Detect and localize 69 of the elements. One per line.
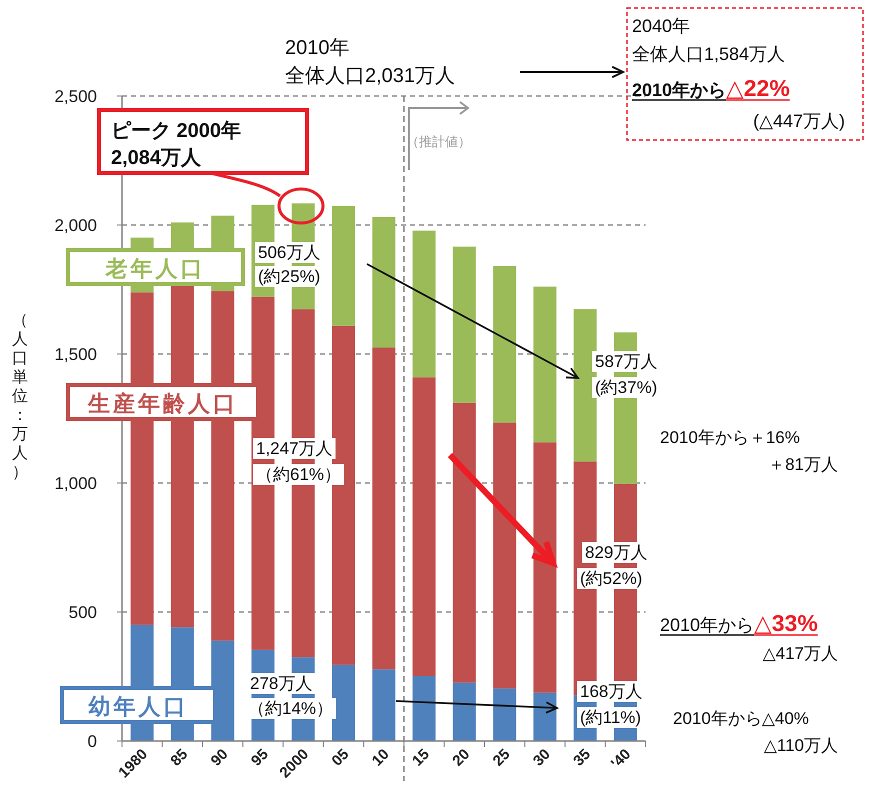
- bar: [211, 640, 234, 741]
- y-tick-label: 2,000: [54, 216, 97, 235]
- annotation: (約37%): [595, 378, 658, 397]
- bar: [412, 230, 436, 378]
- text: 2010年から△40%: [673, 709, 809, 728]
- bar: [452, 246, 476, 403]
- ref-line-label: （推計値）: [406, 134, 471, 149]
- text: (△447万人): [753, 111, 845, 131]
- annotation: 506万人: [258, 243, 320, 262]
- x-tick-label: 30: [530, 746, 554, 770]
- bar: [493, 422, 516, 688]
- x-tick-label: 35: [570, 746, 594, 770]
- bar: [372, 348, 396, 670]
- y-axis-title: （人口単位：万人）: [12, 312, 28, 481]
- text: 2010年から＋16%: [660, 428, 800, 447]
- x-tick-label: 05: [328, 746, 352, 770]
- series-label: 幼年人口: [88, 694, 188, 719]
- text: 全体人口2,031万人: [285, 65, 456, 87]
- text: △33%: [754, 610, 818, 636]
- annotation: 829万人: [585, 543, 648, 562]
- annotation: ピーク 2000年: [111, 120, 242, 142]
- bar: [332, 664, 356, 741]
- y-tick-label: 2,500: [54, 87, 97, 106]
- series-label: 老年人口: [104, 256, 206, 281]
- y-tick-label: 500: [68, 603, 97, 622]
- bar: [533, 286, 556, 442]
- bar: [372, 669, 396, 741]
- bar: [412, 676, 436, 741]
- annotation: 1,247万人: [256, 439, 333, 458]
- bar: [412, 377, 436, 676]
- x-tick-label: 20: [449, 746, 474, 770]
- text: 2010年から: [660, 615, 754, 635]
- bar: [574, 309, 597, 462]
- bar: [332, 326, 356, 665]
- text: △110万人: [764, 736, 838, 755]
- text: 2010年: [285, 37, 350, 59]
- annotation: 587万人: [595, 352, 658, 371]
- bar: [332, 206, 356, 326]
- x-tick-label: 10: [368, 746, 393, 770]
- annotation: 2010年から: [632, 80, 726, 100]
- bar: [493, 688, 516, 741]
- annotation: (約11%): [580, 708, 642, 727]
- annotation: (約25%): [258, 267, 320, 286]
- series-label: 生産年齢人口: [87, 391, 238, 416]
- annotation: 278万人: [250, 674, 312, 693]
- x-tick-label: 25: [490, 746, 514, 770]
- x-tick-label: 90: [208, 746, 232, 770]
- annotation: 168万人: [580, 682, 642, 701]
- annotation: （約61%）: [256, 465, 342, 484]
- text: △417万人: [762, 644, 838, 663]
- annotation: 2,084万人: [111, 147, 202, 169]
- y-tick-label: 0: [88, 732, 97, 751]
- bar: [493, 266, 516, 423]
- text: 2040年: [632, 16, 690, 36]
- y-tick-label: 1,500: [54, 345, 97, 364]
- x-tick-label: 95: [248, 746, 272, 770]
- text: △22%: [726, 75, 790, 101]
- bar: [452, 682, 476, 741]
- annotation: （約14%）: [248, 699, 334, 718]
- text: 全体人口1,584万人: [632, 44, 786, 64]
- annotation: (約52%): [580, 569, 642, 588]
- y-tick-label: 1,000: [54, 474, 97, 493]
- x-tick-label: 85: [167, 746, 192, 770]
- bar: [452, 402, 476, 683]
- x-tick-label: '40: [608, 746, 634, 772]
- bar: [372, 217, 396, 348]
- bar: [533, 692, 556, 741]
- text: ＋81万人: [768, 455, 838, 474]
- x-tick-label: 15: [409, 746, 433, 770]
